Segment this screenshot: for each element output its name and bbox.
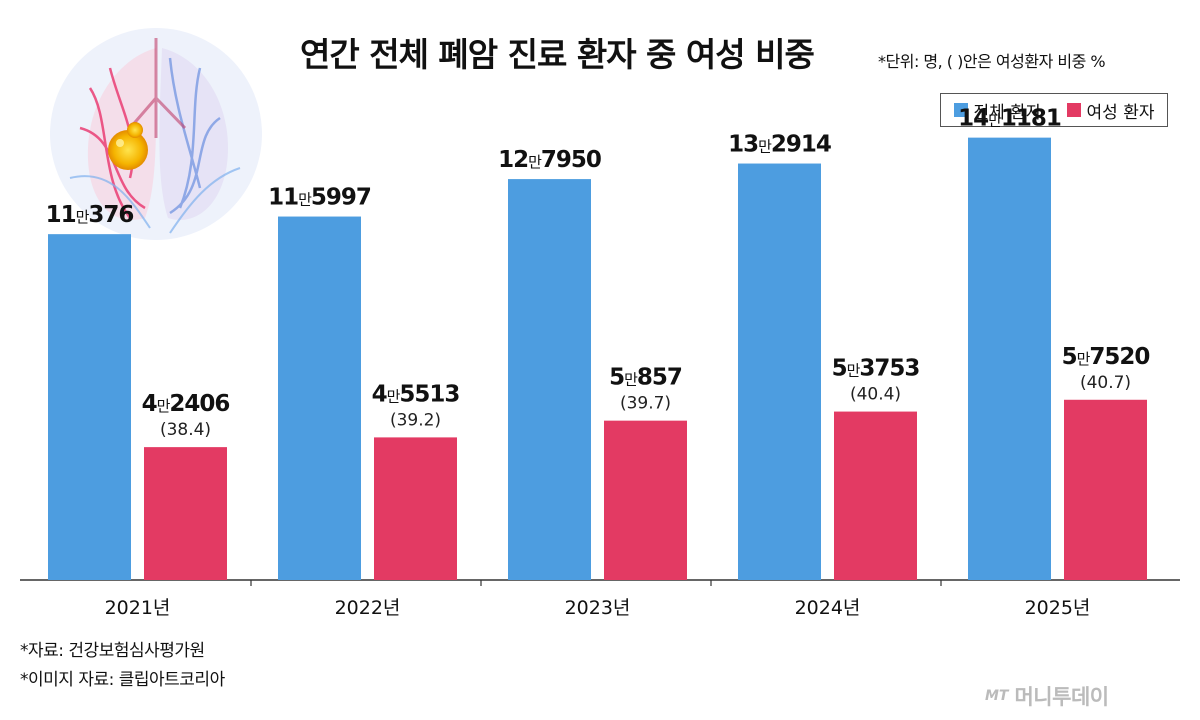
share-label-female: (40.4) [850,385,901,405]
unit-note: *단위: 명, ( )안은 여성환자 비중 % [878,52,1106,71]
chart-title: 연간 전체 폐암 진료 환자 중 여성 비중 [300,35,815,74]
x-tick-label: 2022년 [335,597,401,619]
share-label-female: (38.4) [160,420,211,440]
legend-item-total: 전체 환자 [953,98,1042,123]
bar-female [374,437,457,580]
bar-total [738,163,821,580]
bar-total [968,137,1051,580]
x-tick-label: 2021년 [105,597,171,619]
value-label-female: 5만3753 [832,356,920,382]
bar-total [278,216,361,581]
value-label-total: 13만2914 [728,132,831,158]
x-tick-label: 2025년 [1025,597,1091,619]
value-label-total: 12만7950 [498,147,601,173]
value-label-female: 5만857 [609,365,682,391]
bar-total [48,234,131,580]
value-label-female: 5만7520 [1062,344,1150,370]
publisher-logo: MT 머니투데이 [985,681,1109,711]
logo-name-text: 머니투데이 [1014,685,1109,709]
x-tick-label: 2023년 [565,597,631,619]
value-label-female: 4만5513 [372,381,460,407]
bar-female [834,411,917,580]
bar-total [508,179,591,580]
legend-swatch-total [953,103,968,117]
image-source-note: *이미지 자료: 클립아트코리아 [20,670,225,690]
bar-female [1064,399,1147,580]
value-label-total: 11만5997 [268,185,371,211]
bar-female [604,420,687,580]
x-tick-label: 2024년 [795,597,861,619]
legend-label-female: 여성 환자 [1086,102,1155,123]
legend-label-total: 전체 환자 [973,102,1042,123]
value-label-total: 14만1181 [958,106,1061,132]
share-label-female: (39.7) [620,394,671,414]
lung-illustration-image [50,28,262,240]
logo-mt-text: MT [985,688,1009,704]
source-note: *자료: 건강보험심사평가원 [20,641,205,661]
share-label-female: (39.2) [390,410,441,430]
value-label-total: 11만376 [46,202,134,228]
chart-legend: 전체 환자 여성 환자 [940,93,1168,127]
bar-female [144,447,227,580]
legend-swatch-female [1066,103,1081,117]
value-label-female: 4만2406 [142,391,230,417]
share-label-female: (40.7) [1080,373,1131,393]
legend-item-female: 여성 환자 [1066,98,1155,123]
